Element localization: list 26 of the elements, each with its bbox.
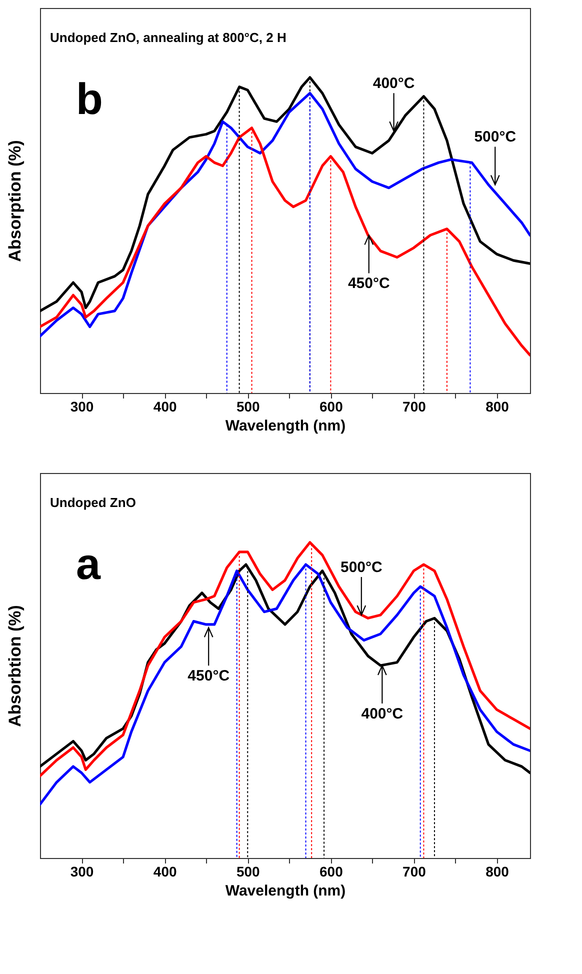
x-tick-label: 800: [486, 864, 510, 880]
x-tick-label: 700: [402, 864, 426, 880]
x-tick-label: 500: [236, 864, 260, 880]
annotation: 450°C: [188, 668, 230, 685]
annotation: b: [76, 75, 103, 124]
x-tick-label: 400: [153, 398, 177, 414]
annotation: a: [76, 540, 101, 589]
x-tick-label: 300: [70, 398, 94, 414]
chart-title: Undoped ZnO, annealing at 800°C, 2 H: [50, 30, 286, 45]
x-axis-title: Wavelength (nm): [225, 882, 346, 900]
chart-title: Undoped ZnO: [50, 495, 136, 510]
x-tick-label: 600: [320, 864, 344, 880]
y-axis-title: Absorbtion (%): [6, 605, 24, 727]
y-axis-title: Absorption (%): [6, 140, 24, 262]
x-tick-label: 800: [486, 398, 510, 414]
x-axis-title: Wavelength (nm): [225, 418, 346, 434]
annotation: 450°C: [348, 275, 390, 292]
x-tick-label: 500: [236, 398, 260, 414]
annotation: 400°C: [361, 706, 404, 722]
annotation: 500°C: [474, 128, 516, 146]
annotation: 500°C: [340, 559, 382, 576]
annotation: 400°C: [372, 75, 415, 92]
x-tick-label: 400: [153, 864, 177, 880]
x-tick-label: 600: [320, 398, 344, 414]
x-tick-label: 700: [402, 398, 426, 414]
x-tick-label: 300: [70, 864, 94, 880]
